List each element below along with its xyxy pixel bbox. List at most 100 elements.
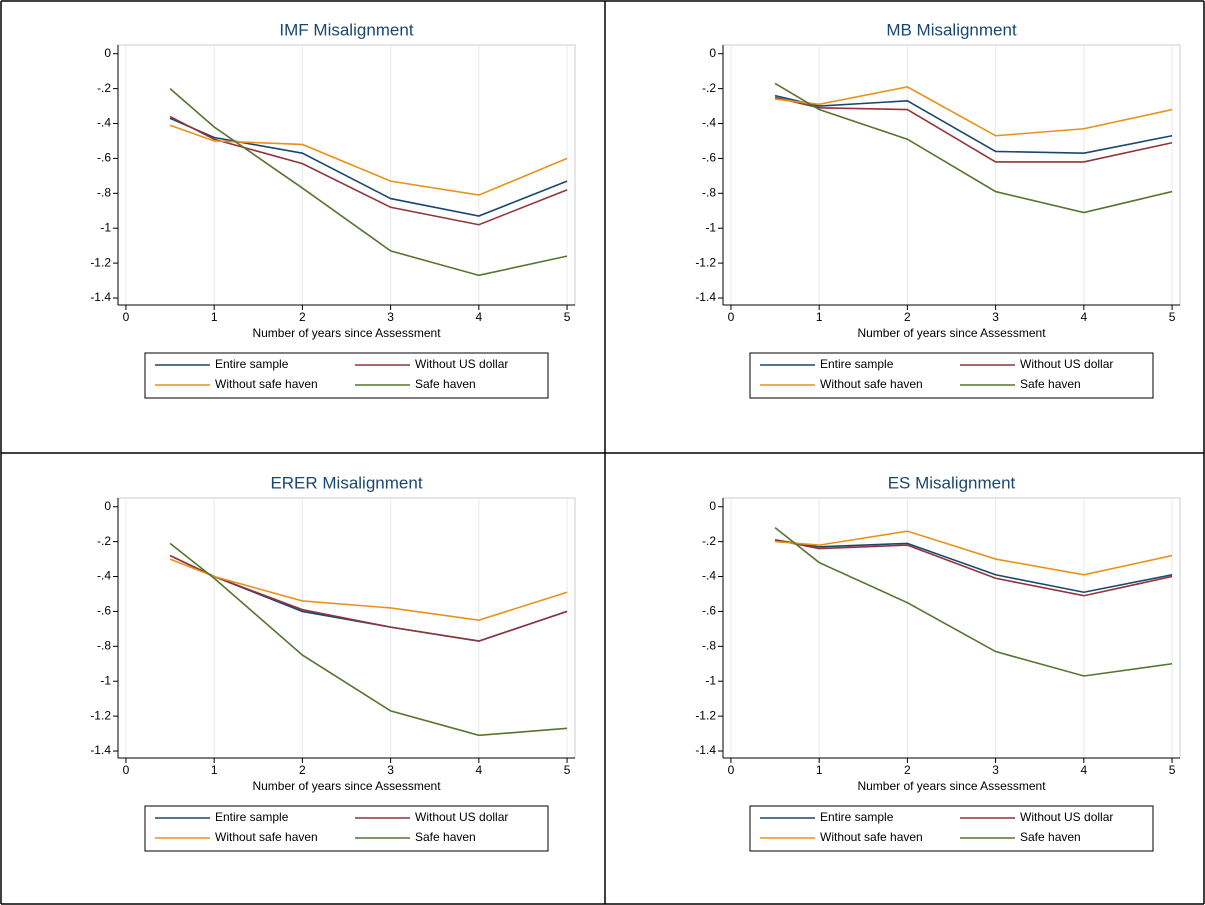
series-line — [169, 124, 568, 196]
y-tick-label: -1.2 — [90, 255, 111, 269]
x-tick-label: 1 — [211, 763, 218, 777]
x-tick-label: 4 — [475, 763, 482, 777]
y-tick-label: -.6 — [702, 151, 716, 165]
x-tick-label: 3 — [387, 763, 394, 777]
legend-label: Safe haven — [1020, 377, 1081, 391]
x-tick-label: 1 — [816, 310, 823, 324]
x-tick-label: 0 — [728, 310, 735, 324]
y-tick-label: -.6 — [97, 151, 111, 165]
legend-label: Without US dollar — [415, 357, 508, 371]
chart-title: MB Misalignment — [886, 20, 1017, 39]
legend-box — [749, 805, 1154, 852]
series-line — [169, 117, 568, 217]
legend: Entire sample Without US dollar Without sa… — [749, 352, 1154, 399]
x-tick-label: 0 — [728, 763, 735, 777]
y-tick-label: -1 — [705, 673, 716, 687]
x-tick-label: 3 — [387, 310, 394, 324]
x-tick-label: 3 — [992, 310, 999, 324]
chart: ERER Misalignment 0 1 2 3 4 5 0 -.2 -.4 -.6 -.8 -1 -1… — [90, 473, 576, 852]
y-tick-label: -.2 — [702, 81, 716, 95]
legend-label: Entire sample — [215, 357, 289, 371]
x-tick-label: 5 — [564, 310, 571, 324]
x-tick-label: 4 — [1080, 763, 1087, 777]
y-tick-label: -.4 — [702, 116, 716, 130]
legend-label: Entire sample — [820, 357, 894, 371]
chart-title: ERER Misalignment — [270, 473, 422, 492]
y-tick-label: -.2 — [97, 81, 111, 95]
y-tick-label: -1.2 — [90, 708, 111, 722]
series-line — [169, 542, 568, 737]
legend-label: Without US dollar — [415, 810, 508, 824]
plot-area — [117, 497, 576, 759]
x-axis-title: Number of years since Assessment — [252, 326, 441, 340]
legend-box — [144, 352, 549, 399]
legend-label: Without safe haven — [215, 830, 318, 844]
y-tick-label: 0 — [709, 499, 716, 513]
y-tick-label: -1.2 — [695, 255, 716, 269]
x-tick-label: 1 — [211, 310, 218, 324]
x-tick-label: 2 — [299, 310, 306, 324]
y-tick-label: -.6 — [97, 604, 111, 618]
x-tick-label: 2 — [299, 763, 306, 777]
series-line — [774, 539, 1173, 594]
y-tick-label: -.8 — [97, 638, 111, 652]
series-line — [774, 530, 1173, 576]
y-tick-label: -.8 — [97, 185, 111, 199]
legend-box — [144, 805, 549, 852]
x-axis-title: Number of years since Assessment — [857, 326, 1046, 340]
y-tick-label: -.2 — [97, 534, 111, 548]
series-line — [774, 527, 1173, 677]
y-tick-label: -1.2 — [695, 708, 716, 722]
chart: IMF Misalignment 0 1 2 3 4 5 0 -.2 -.4 -.6 -.8 -1 -1.… — [90, 20, 576, 399]
legend-label: Without US dollar — [1020, 357, 1113, 371]
legend-label: Without US dollar — [1020, 810, 1113, 824]
x-tick-label: 2 — [904, 310, 911, 324]
y-tick-label: -.4 — [702, 569, 716, 583]
legend: Entire sample Without US dollar Without sa… — [749, 805, 1154, 852]
legend-label: Entire sample — [820, 810, 894, 824]
x-tick-label: 5 — [1169, 310, 1176, 324]
x-tick-label: 0 — [123, 763, 130, 777]
y-tick-label: -1.4 — [90, 290, 111, 304]
chart-title: IMF Misalignment — [279, 20, 413, 39]
x-tick-label: 3 — [992, 763, 999, 777]
y-tick-label: 0 — [104, 499, 111, 513]
y-tick-label: -1.4 — [90, 743, 111, 757]
legend-box — [749, 352, 1154, 399]
y-tick-label: -1 — [100, 673, 111, 687]
y-tick-label: -.6 — [702, 604, 716, 618]
y-tick-label: -.8 — [702, 185, 716, 199]
legend-label: Entire sample — [215, 810, 289, 824]
legend-label: Without safe haven — [820, 830, 923, 844]
series-line — [774, 82, 1173, 214]
plot-area — [722, 44, 1181, 306]
x-axis-title: Number of years since Assessment — [252, 779, 441, 793]
series-line — [774, 539, 1173, 597]
legend-label: Without safe haven — [820, 377, 923, 391]
series-line — [774, 86, 1173, 137]
x-tick-label: 5 — [1169, 763, 1176, 777]
y-tick-label: -.4 — [97, 116, 111, 130]
x-tick-label: 4 — [1080, 310, 1087, 324]
y-tick-label: -1.4 — [695, 743, 716, 757]
y-tick-label: -1.4 — [695, 290, 716, 304]
legend: Entire sample Without US dollar Without sa… — [144, 352, 549, 399]
y-tick-label: 0 — [709, 46, 716, 60]
x-tick-label: 5 — [564, 763, 571, 777]
legend-label: Safe haven — [415, 377, 476, 391]
y-tick-label: -.8 — [702, 638, 716, 652]
y-tick-label: -1 — [705, 220, 716, 234]
chart: ES Misalignment 0 1 2 3 4 5 0 -.2 -.4 -.6 -.8 -1 -1.2… — [695, 473, 1181, 852]
x-tick-label: 1 — [816, 763, 823, 777]
y-tick-label: 0 — [104, 46, 111, 60]
legend-label: Without safe haven — [215, 377, 318, 391]
legend: Entire sample Without US dollar Without sa… — [144, 805, 549, 852]
series-line — [169, 115, 568, 226]
chart: MB Misalignment 0 1 2 3 4 5 0 -.2 -.4 -.6 -.8 -1 -1.2… — [695, 20, 1181, 399]
x-tick-label: 4 — [475, 310, 482, 324]
y-tick-label: -1 — [100, 220, 111, 234]
y-tick-label: -.4 — [97, 569, 111, 583]
